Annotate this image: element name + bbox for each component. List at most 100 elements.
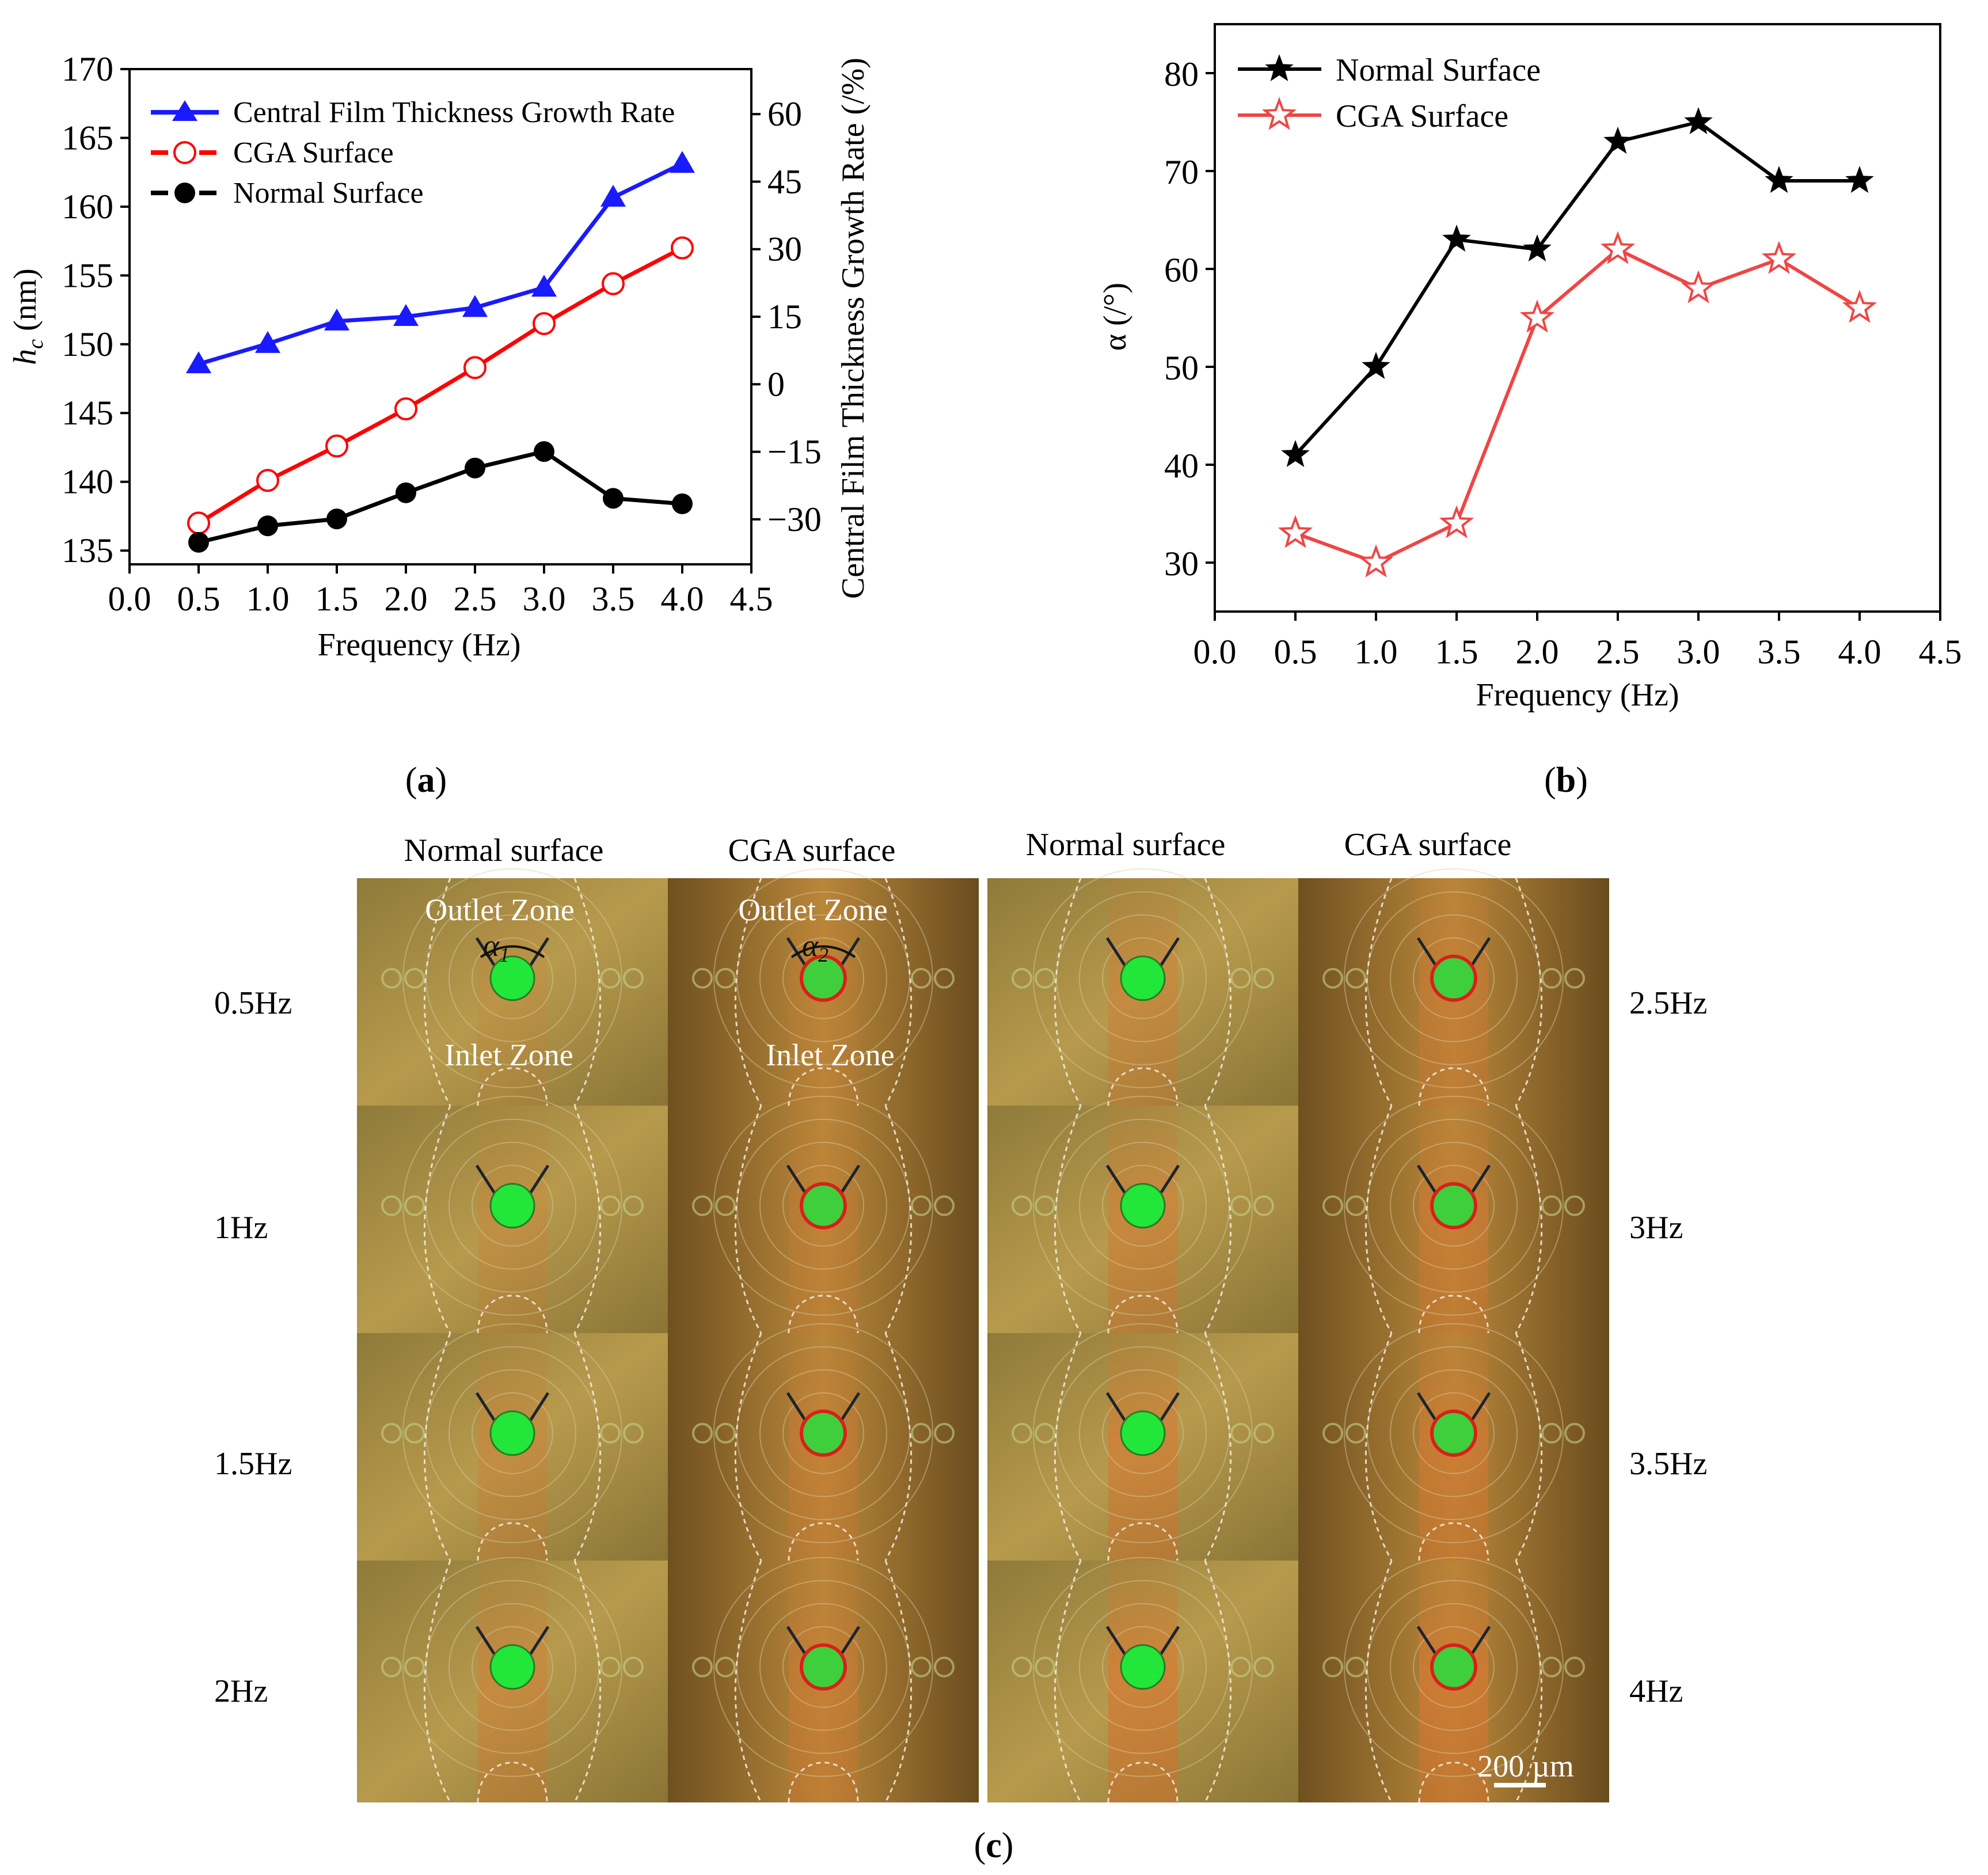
- micrograph-tile: [1298, 1323, 1609, 1561]
- contact-angle-lines: [475, 1626, 550, 1660]
- micrograph-tile: [668, 1095, 979, 1334]
- side-ring-marker: [1230, 967, 1251, 989]
- side-ring-marker: [1253, 1656, 1274, 1677]
- side-ring-marker: [1012, 967, 1032, 989]
- contact-angle-lines: [1105, 1164, 1180, 1199]
- data-point-filled-star: [1684, 107, 1713, 134]
- series-a: [186, 151, 695, 553]
- side-ring-marker: [1345, 1195, 1366, 1216]
- interference-ring: [1367, 891, 1541, 1065]
- side-ring-marker: [692, 1656, 713, 1677]
- interference-ring: [1033, 1095, 1253, 1316]
- interference-ring: [1390, 914, 1518, 1042]
- contact-spot: [489, 955, 535, 1001]
- side-ring-marker: [623, 1195, 644, 1216]
- contact-spot: [489, 1410, 535, 1456]
- x-tick-label-b: 1.5: [1435, 633, 1478, 671]
- x-tick-label-b: 3.0: [1677, 633, 1720, 671]
- data-point-open-circle: [256, 469, 279, 492]
- side-ring-marker: [715, 967, 736, 989]
- legend-filled-circle-marker: [174, 183, 195, 203]
- micrograph-tile: [357, 1095, 668, 1334]
- interference-ring: [1033, 1557, 1253, 1777]
- x-tick-label-b: 2.0: [1516, 633, 1559, 671]
- interference-ring: [1033, 1323, 1253, 1543]
- data-point-filled-circle: [534, 441, 554, 462]
- zone-boundary: [423, 1333, 602, 1561]
- data-point-open-star: [1842, 290, 1877, 323]
- y-tick-label-a: 140: [62, 463, 113, 501]
- interference-ring: [736, 1580, 910, 1754]
- zone-boundary: [1364, 1333, 1543, 1561]
- interference-ring: [782, 1392, 864, 1474]
- contact-spot: [1430, 1409, 1477, 1457]
- legend-b: Normal Surface CGA Surface: [1238, 52, 1541, 134]
- data-point-filled-star: [1765, 166, 1793, 193]
- x-tick-label-a: 2.5: [454, 580, 497, 618]
- x-tick-label-a: 2.0: [385, 580, 428, 618]
- data-point-filled-circle: [672, 493, 693, 514]
- contact-spot: [1430, 1643, 1477, 1691]
- interference-ring: [759, 1141, 887, 1270]
- interference-ring: [1367, 1346, 1541, 1520]
- column-header-2: CGA surface: [728, 833, 896, 868]
- side-ring-marker: [1230, 1195, 1251, 1216]
- y-tick-label-b: 70: [1164, 153, 1199, 191]
- micrograph-tile: [1298, 868, 1609, 1106]
- data-point-filled-circle: [465, 457, 485, 479]
- interference-ring: [713, 868, 933, 1088]
- alpha2-arc: [790, 945, 856, 958]
- side-ring-marker: [1345, 1656, 1366, 1677]
- side-ring-marker: [1012, 1195, 1032, 1216]
- y-tick-label-a: 150: [62, 325, 113, 363]
- data-point-triangle: [324, 308, 349, 331]
- interference-ring: [472, 1392, 553, 1474]
- y2-tick-label-a: 60: [767, 95, 802, 133]
- interference-ring: [1079, 1369, 1207, 1497]
- interference-ring: [759, 1603, 887, 1731]
- side-ring-marker: [600, 1656, 621, 1677]
- y-tick-label-b: 60: [1164, 251, 1199, 289]
- y-ticks-b: 30 40 50 60 70 80: [1164, 55, 1215, 583]
- zone-boundary: [734, 1333, 913, 1561]
- interference-ring: [425, 891, 599, 1065]
- micrograph-tile: [668, 1557, 979, 1803]
- interference-ring: [1390, 1603, 1518, 1731]
- data-point-filled-star: [1845, 166, 1874, 193]
- side-ring-marker: [934, 1656, 955, 1677]
- column-header-1: Normal surface: [404, 833, 604, 868]
- panel-b: 0.0 0.5 1.0 1.5 2.0 2.5 3.0 3.5 4.0 4.5 30 40 50 60 7…: [1097, 23, 1962, 800]
- side-ring-marker: [911, 1422, 932, 1444]
- alpha2-label: α2: [802, 928, 828, 966]
- data-point-filled-circle: [396, 482, 416, 503]
- zone-boundary: [1054, 1560, 1232, 1803]
- legend-label-normal-b: Normal Surface: [1336, 52, 1541, 88]
- row-label-left-2: 1Hz: [214, 1210, 268, 1246]
- side-ring-marker: [1541, 1656, 1562, 1677]
- micrograph-tile: [1298, 1557, 1609, 1803]
- y-tick-label-a: 165: [62, 119, 113, 157]
- side-ring-marker: [911, 1195, 932, 1216]
- row-label-left-3: 1.5Hz: [214, 1446, 292, 1482]
- side-ring-marker: [715, 1195, 736, 1216]
- x-tick-label-b: 0.5: [1274, 633, 1317, 671]
- data-point-filled-circle: [326, 508, 347, 530]
- contact-angle-lines: [1105, 1392, 1180, 1426]
- interference-ring: [1367, 1118, 1541, 1293]
- data-point-filled-star: [1523, 234, 1552, 261]
- side-ring-marker: [1035, 1195, 1055, 1216]
- legend-open-circle-marker: [173, 141, 196, 164]
- side-ring-marker: [1564, 1656, 1585, 1677]
- micrograph-tile: [1298, 1095, 1609, 1334]
- interference-ring: [1413, 1392, 1495, 1474]
- side-ring-marker: [623, 1656, 644, 1677]
- zone-boundary: [1364, 1560, 1543, 1803]
- interference-ring: [1056, 1580, 1230, 1754]
- contact-angle-lines: [1105, 937, 1180, 971]
- interference-ring: [1344, 868, 1564, 1088]
- side-ring-marker: [1541, 1195, 1562, 1216]
- zone-boundary: [734, 1560, 913, 1803]
- zone-boundary: [1054, 1333, 1232, 1561]
- outlet-zone-label-2: Outlet Zone: [738, 893, 887, 927]
- legend-label-normal-a: Normal Surface: [233, 177, 424, 210]
